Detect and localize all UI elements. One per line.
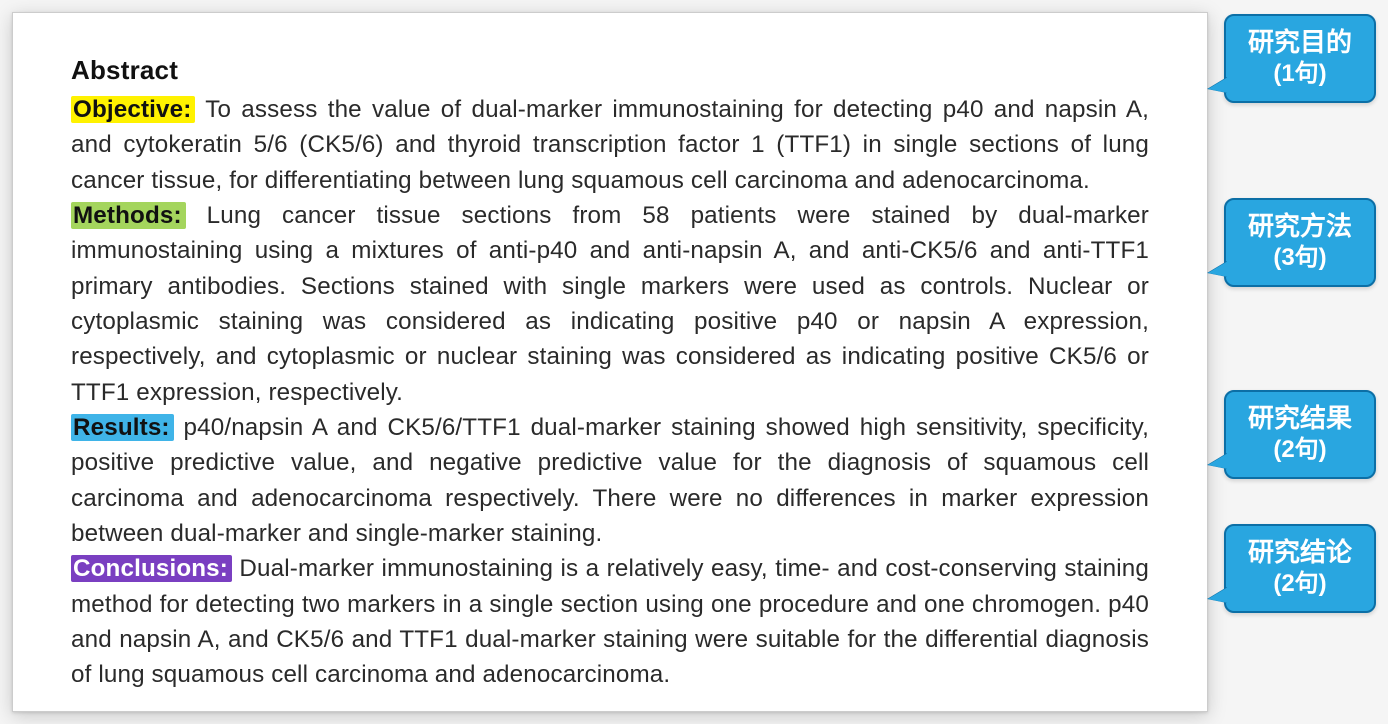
abstract-paper: Abstract Objective: To assess the value … [12,12,1208,712]
objective-label: Objective: [71,96,195,123]
page-wrap: Abstract Objective: To assess the value … [12,12,1376,712]
results-label: Results: [71,414,174,441]
callout-objective: 研究目的 (1句) [1224,14,1376,103]
callout-conclusions: 研究结论 (2句) [1224,524,1376,613]
callout-results-title: 研究结果 [1248,403,1352,433]
side-callouts: 研究目的 (1句) 研究方法 (3句) 研究结果 (2句) 研究结论 (2句) [1216,12,1376,712]
results-text: p40/napsin A and CK5/6/TTF1 dual-marker … [71,414,1149,547]
callout-methods-title: 研究方法 [1248,211,1352,241]
callout-objective-title: 研究目的 [1248,27,1352,57]
methods-text: Lung cancer tissue sections from 58 pati… [71,202,1149,406]
methods-label: Methods: [71,202,186,229]
objective-text: To assess the value of dual-marker immun… [71,96,1149,194]
callout-results: 研究结果 (2句) [1224,390,1376,479]
callout-results-count: (2句) [1240,435,1360,465]
callout-objective-count: (1句) [1240,59,1360,89]
conclusions-text: Dual-marker immunostaining is a relative… [71,555,1149,688]
callout-conclusions-count: (2句) [1240,569,1360,599]
abstract-body: Objective: To assess the value of dual-m… [71,92,1149,693]
callout-conclusions-title: 研究结论 [1248,537,1352,567]
callout-methods-count: (3句) [1240,243,1360,273]
conclusions-label: Conclusions: [71,555,232,582]
callout-methods: 研究方法 (3句) [1224,198,1376,287]
abstract-heading: Abstract [71,55,1149,86]
